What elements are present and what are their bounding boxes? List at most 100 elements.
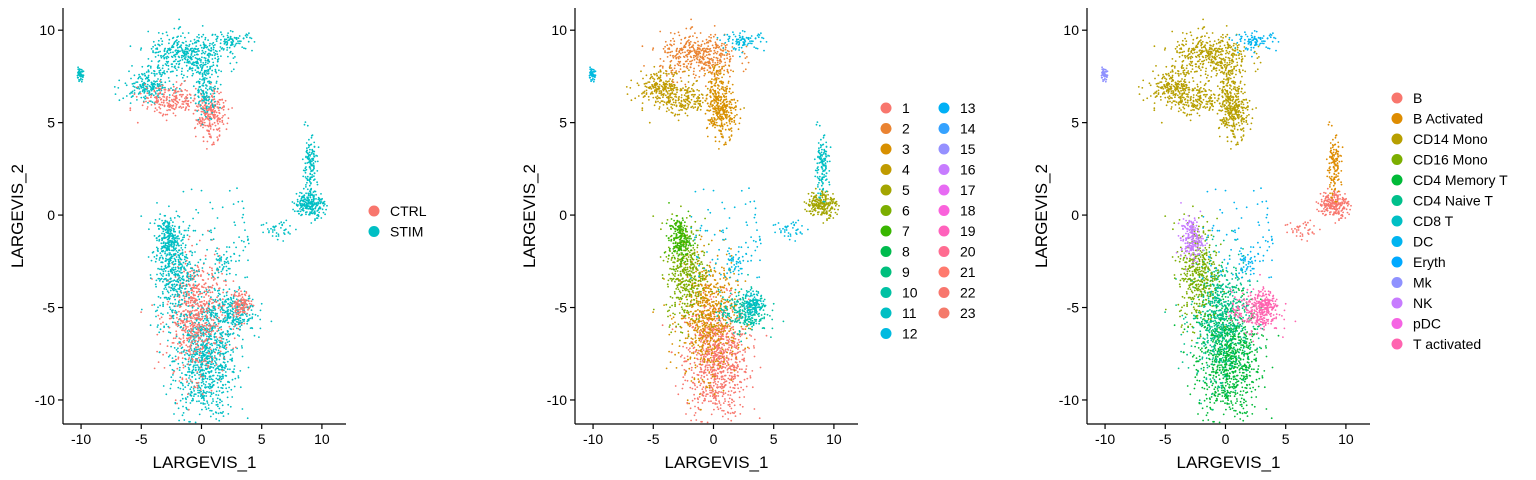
data-point	[164, 252, 167, 255]
data-point	[306, 175, 309, 178]
data-point	[237, 327, 240, 330]
data-point	[189, 301, 192, 304]
data-point	[699, 360, 702, 363]
data-point	[302, 187, 305, 190]
data-point	[221, 106, 224, 109]
data-point	[140, 47, 143, 50]
data-point	[203, 317, 206, 320]
data-point	[190, 341, 193, 344]
data-point	[247, 40, 250, 43]
data-point	[238, 304, 241, 306]
data-point	[208, 106, 210, 108]
data-point	[220, 328, 223, 331]
data-point	[189, 275, 192, 278]
data-point	[721, 409, 723, 412]
data-point	[194, 135, 197, 138]
data-point	[176, 270, 179, 272]
data-point	[176, 69, 178, 71]
data-point	[217, 75, 219, 78]
data-point	[222, 309, 224, 311]
data-point	[159, 80, 161, 83]
data-point	[160, 277, 163, 280]
data-point	[180, 269, 182, 271]
data-point	[231, 396, 234, 398]
data-point	[734, 366, 736, 369]
data-point	[157, 306, 159, 309]
data-point	[201, 56, 203, 59]
data-point	[214, 361, 217, 364]
data-point	[208, 133, 211, 136]
data-point	[215, 367, 218, 370]
data-point	[218, 368, 221, 371]
data-point	[150, 72, 153, 74]
data-point	[226, 319, 229, 321]
data-point	[212, 86, 215, 89]
data-point	[181, 393, 184, 396]
data-point	[250, 309, 253, 311]
data-point	[307, 146, 310, 149]
data-point	[168, 234, 171, 237]
data-point	[189, 62, 192, 64]
data-point	[170, 229, 173, 232]
data-point	[161, 245, 164, 248]
data-point	[211, 269, 214, 272]
data-point	[240, 345, 243, 347]
data-point	[218, 69, 220, 72]
data-point	[168, 331, 170, 333]
data-point	[710, 298, 713, 301]
data-point	[216, 397, 219, 400]
data-point	[223, 105, 225, 107]
data-point	[722, 402, 725, 404]
data-point	[243, 308, 245, 311]
data-point	[167, 248, 170, 250]
data-point	[203, 109, 206, 112]
data-point	[227, 117, 230, 120]
data-point	[250, 300, 253, 303]
data-point	[147, 101, 149, 104]
data-point	[219, 350, 222, 353]
data-point	[190, 386, 193, 389]
data-point	[208, 308, 211, 311]
data-point	[168, 221, 171, 224]
data-point	[224, 279, 227, 281]
data-point	[158, 234, 161, 237]
data-point	[140, 308, 143, 311]
data-point	[176, 46, 179, 49]
data-point	[201, 368, 204, 371]
data-point	[156, 249, 159, 252]
data-point	[238, 292, 241, 295]
data-point	[211, 207, 214, 210]
data-point	[246, 322, 249, 325]
data-point	[177, 357, 180, 360]
data-point	[192, 72, 195, 75]
data-point	[698, 396, 701, 398]
data-point	[193, 64, 196, 66]
data-point	[185, 52, 188, 54]
data-point	[166, 95, 169, 98]
data-point	[285, 219, 288, 222]
data-point	[213, 54, 216, 57]
data-point	[210, 298, 213, 301]
data-point	[301, 213, 303, 216]
data-point	[202, 308, 205, 310]
data-point	[132, 95, 134, 97]
data-point	[235, 61, 238, 64]
data-point	[173, 283, 176, 286]
data-point	[210, 47, 213, 49]
data-point	[146, 106, 149, 108]
data-point	[170, 87, 172, 90]
data-point	[193, 390, 196, 392]
data-point	[77, 66, 79, 69]
data-point	[226, 331, 229, 333]
data-point	[168, 205, 170, 208]
data-point	[191, 62, 194, 65]
data-point	[313, 141, 316, 144]
data-point	[216, 217, 219, 219]
data-point	[224, 371, 227, 373]
data-point	[713, 363, 716, 366]
data-point	[224, 383, 227, 386]
data-point	[684, 374, 686, 376]
data-point	[197, 339, 200, 342]
data-point	[175, 311, 178, 314]
data-point	[305, 166, 307, 168]
